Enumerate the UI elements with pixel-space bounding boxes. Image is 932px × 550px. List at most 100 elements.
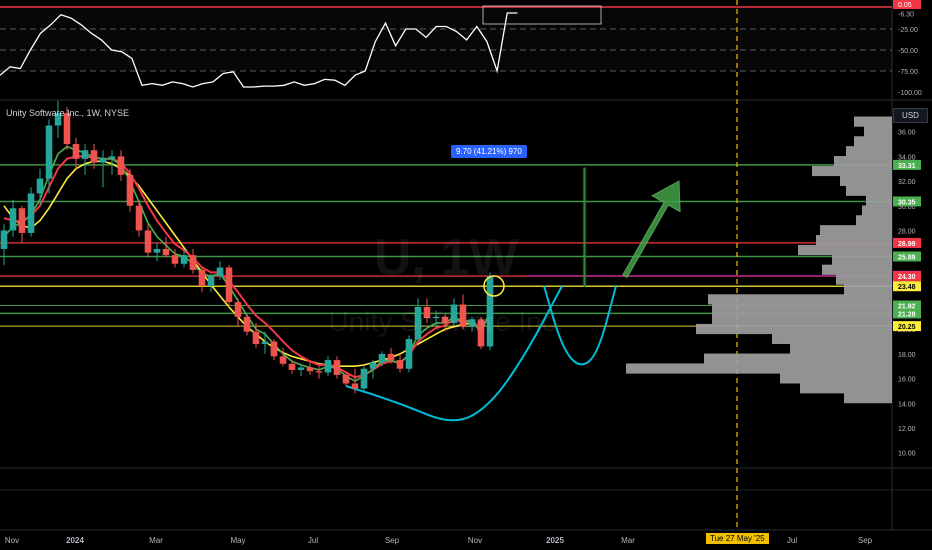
oscillator-top-tag-bg xyxy=(893,0,921,9)
time-tick-label: Jul xyxy=(308,536,318,545)
price-tag-label: 33.31 xyxy=(898,163,916,170)
volume-profile-bar xyxy=(844,393,892,404)
candle-body xyxy=(81,150,89,159)
price-tag-bg xyxy=(893,321,921,332)
candle-body xyxy=(396,360,404,369)
volume-profile-bar xyxy=(846,185,892,196)
time-tick-label: Sep xyxy=(385,536,400,545)
currency-button[interactable]: USD xyxy=(893,108,928,123)
candle-body xyxy=(117,156,125,175)
price-tick-label: 34.00 xyxy=(898,154,916,161)
candle-body xyxy=(486,276,494,347)
candle-body xyxy=(288,363,296,370)
candle-body xyxy=(144,230,152,253)
volume-profile-bar xyxy=(816,235,892,246)
volume-profile-bar xyxy=(846,146,892,157)
candle-body xyxy=(72,144,80,159)
volume-profile-bar xyxy=(862,205,892,216)
volume-profile-bar xyxy=(696,323,892,335)
price-tag-bg xyxy=(893,308,921,319)
candle-body xyxy=(189,255,197,270)
oscillator-tick-label: -25.00 xyxy=(898,27,918,34)
candle-body xyxy=(207,276,215,286)
price-tick-label: 32.00 xyxy=(898,179,916,186)
candle-body xyxy=(18,208,26,233)
cup-pattern-curve xyxy=(345,284,563,422)
price-tag-bg xyxy=(893,271,921,282)
candle-body xyxy=(378,353,386,363)
price-tag-bg xyxy=(893,300,921,311)
candle-body xyxy=(279,356,287,364)
price-tag-bg xyxy=(893,281,921,292)
price-tick-label: 16.00 xyxy=(898,377,916,384)
candle-body xyxy=(387,353,395,361)
candle-body xyxy=(252,331,260,345)
candle-body xyxy=(450,304,458,324)
volume-profile-bar xyxy=(812,165,892,177)
candle-body xyxy=(90,150,98,163)
price-tick-label: 36.00 xyxy=(898,130,916,137)
oscillator-top-tag: 0.05 xyxy=(898,2,912,9)
price-tag-label: 21.28 xyxy=(898,311,916,318)
candle-body xyxy=(135,205,143,231)
candle-body xyxy=(171,255,179,264)
candle-body xyxy=(27,193,35,233)
volume-profile-bar xyxy=(772,333,892,344)
candle-body xyxy=(324,360,332,373)
volume-profile-bar xyxy=(864,126,892,137)
price-tag-bg xyxy=(893,196,921,207)
target-arrow xyxy=(622,180,681,279)
time-tick-label: Mar xyxy=(621,536,635,545)
candle-body xyxy=(54,113,62,126)
volume-profile-bar xyxy=(840,175,892,186)
volume-profile-bar xyxy=(708,294,892,305)
volume-profile-bar xyxy=(854,136,892,147)
price-tag-label: 23.48 xyxy=(898,284,916,291)
candle-body xyxy=(153,248,161,253)
time-tick-label: Mar xyxy=(149,536,163,545)
oscillator-line xyxy=(0,12,518,88)
price-tick-label: 14.00 xyxy=(898,401,916,408)
candle-body xyxy=(468,319,476,327)
volume-profile-bar xyxy=(844,284,892,295)
oscillator-tick-label: -6.30 xyxy=(898,11,914,18)
volume-profile-bar xyxy=(626,363,892,374)
oscillator-rect-annotation xyxy=(482,5,602,25)
price-tag-label: 25.89 xyxy=(898,254,916,261)
price-tag-label: 21.92 xyxy=(898,304,916,311)
candle-body xyxy=(414,306,422,340)
volume-profile-bar xyxy=(780,373,892,384)
price-tag-label: 30.35 xyxy=(898,199,916,206)
candle-body xyxy=(63,113,71,145)
candle-body xyxy=(126,174,134,206)
volume-profile-bar xyxy=(704,353,892,364)
volume-profile-bar xyxy=(798,244,892,256)
measure-label: 9.70 (41.21%) 970 xyxy=(451,145,527,158)
candle-body xyxy=(441,316,449,324)
time-tick-label: May xyxy=(230,536,245,545)
price-tag-bg xyxy=(893,237,921,248)
candle-body xyxy=(315,371,323,373)
price-tag-bg xyxy=(893,159,921,170)
candle-body xyxy=(216,267,224,277)
time-tick-label: Sep xyxy=(858,536,873,545)
candle-body xyxy=(306,367,314,372)
candle-body xyxy=(342,374,350,384)
volume-profile-bar xyxy=(856,215,892,226)
candle-body xyxy=(423,306,431,319)
candle-body xyxy=(477,319,485,347)
price-tick-label: 10.00 xyxy=(898,451,916,458)
time-tick-label: 2024 xyxy=(66,536,84,545)
candle-body xyxy=(36,178,44,194)
candle-body xyxy=(360,368,368,389)
candle-body xyxy=(99,158,107,163)
symbol-title: Unity Software Inc., 1W, NYSE xyxy=(6,108,130,118)
volume-profile-bar xyxy=(832,254,892,265)
time-tick-label: Nov xyxy=(5,536,19,545)
candle-body xyxy=(297,367,305,370)
volume-profile-bar xyxy=(712,314,892,325)
time-tick-label: Jul xyxy=(787,536,797,545)
time-tick-label: Nov xyxy=(468,536,482,545)
candle-body xyxy=(198,269,206,286)
